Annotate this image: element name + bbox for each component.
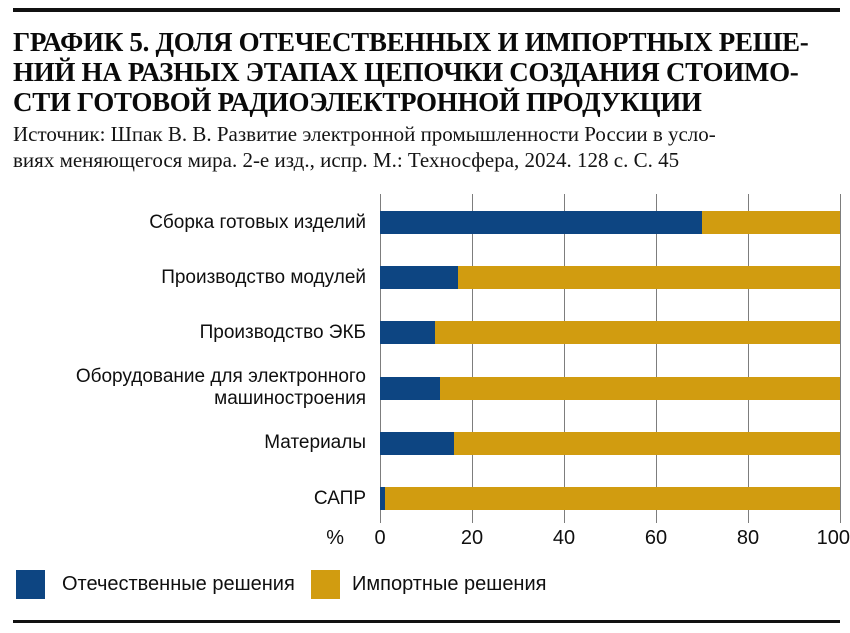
category-label: Материалы bbox=[264, 432, 366, 454]
tick-label-40: 40 bbox=[552, 527, 576, 549]
bar-segment bbox=[380, 431, 454, 455]
tick-label-20: 20 bbox=[460, 527, 484, 549]
bar-row bbox=[380, 211, 840, 234]
bar-segment bbox=[435, 321, 840, 345]
bar-segment bbox=[702, 211, 840, 234]
bar-row bbox=[380, 321, 840, 345]
gridline-40 bbox=[564, 194, 565, 523]
source-citation-line: виях меняющегося мира. 2-е изд., испр. М… bbox=[13, 148, 680, 172]
category-label: Производство модулей bbox=[161, 266, 366, 288]
bar-segment bbox=[380, 266, 459, 290]
tick-label-60: 60 bbox=[644, 527, 668, 549]
chart-title-line: СТИ ГОТОВОЙ РАДИОЭЛЕКТРОННОЙ ПРОДУКЦИИ bbox=[13, 87, 702, 117]
bottom-divider-rule bbox=[13, 620, 840, 623]
chart-title-line: ГРАФИК 5. ДОЛЯ ОТЕЧЕСТВЕННЫХ И ИМПОРТНЫХ… bbox=[13, 27, 809, 57]
bar-segment bbox=[439, 376, 840, 400]
category-label: САПР bbox=[313, 487, 366, 509]
bar-segment bbox=[380, 211, 702, 234]
bar-segment bbox=[384, 487, 840, 510]
x-axis-unit-label: % bbox=[326, 527, 344, 549]
bar-segment bbox=[380, 321, 436, 345]
legend-label-domestic: Отечественные решения bbox=[62, 573, 295, 595]
legend-swatch-domestic bbox=[16, 570, 45, 599]
bar-row bbox=[380, 431, 840, 455]
tick-label-100: 100 bbox=[816, 527, 850, 549]
bar-row bbox=[380, 376, 840, 400]
legend-swatch-imported bbox=[311, 570, 340, 599]
bar-segment bbox=[380, 487, 385, 510]
gridline-100 bbox=[840, 194, 841, 523]
chart-title: ГРАФИК 5. ДОЛЯ ОТЕЧЕСТВЕННЫХ И ИМПОРТНЫХ… bbox=[13, 27, 843, 117]
bar-segment bbox=[458, 266, 840, 290]
top-divider-rule bbox=[13, 8, 840, 12]
tick-label-0: 0 bbox=[374, 527, 386, 549]
bar-row bbox=[380, 487, 840, 510]
bar-row bbox=[380, 266, 840, 290]
bar-chart-plot-area bbox=[380, 194, 841, 523]
bar-segment bbox=[380, 376, 440, 400]
source-citation-line: Источник: Шпак В. В. Развитие электронно… bbox=[13, 122, 716, 146]
gridline-60 bbox=[656, 194, 657, 523]
category-label: Оборудование для электронного машиностро… bbox=[75, 366, 366, 410]
source-citation: Источник: Шпак В. В. Развитие электронно… bbox=[13, 121, 843, 173]
gridline-20 bbox=[472, 194, 473, 523]
tick-label-80: 80 bbox=[736, 527, 760, 549]
legend-label-imported: Импортные решения bbox=[352, 573, 547, 595]
category-label: Сборка готовых изделий bbox=[149, 211, 366, 233]
chart-title-line: НИЙ НА РАЗНЫХ ЭТАПАХ ЦЕПОЧКИ СОЗДАНИЯ СТ… bbox=[13, 57, 799, 87]
gridline-80 bbox=[748, 194, 749, 523]
category-label: Производство ЭКБ bbox=[199, 321, 366, 343]
bar-segment bbox=[453, 431, 840, 455]
gridline-0 bbox=[380, 194, 381, 523]
